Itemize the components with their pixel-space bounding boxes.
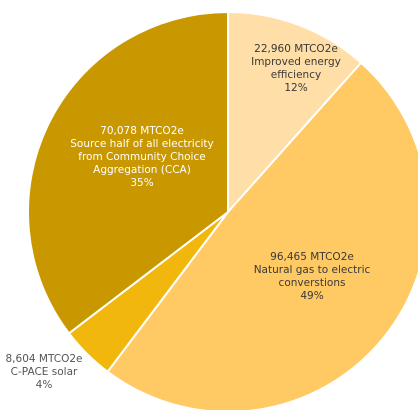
slice-label-1-line-3: efficiency xyxy=(271,69,321,81)
slice-label-3-line-1: 8,604 MTCO2e xyxy=(6,353,83,365)
slice-label-3-line-3: 4% xyxy=(36,379,53,391)
pie-slice-4 xyxy=(27,11,229,335)
slice-label-4-line-3: from Community Choice xyxy=(78,151,205,163)
slice-label-1-line-2: Improved energy xyxy=(251,56,341,68)
slice-label-4-line-1: 70,078 MTCO2e xyxy=(100,125,184,137)
slice-label-2-line-1: 96,465 MTCO2e xyxy=(270,251,354,263)
pie-slice-1 xyxy=(227,11,363,213)
pie-slices xyxy=(27,11,418,410)
slice-label-1-line-1: 22,960 MTCO2e xyxy=(254,43,338,55)
slice-label-4-line-5: 35% xyxy=(130,177,153,189)
slice-label-4-line-4: Aggregation (CCA) xyxy=(93,164,191,176)
slice-label-2-line-2: Natural gas to electric xyxy=(254,264,371,276)
slice-label-4-line-2: Source half of all electricity xyxy=(70,138,214,150)
slice-label-3-line-2: C-PACE solar xyxy=(11,366,78,378)
slice-label-2-line-3: converstions xyxy=(279,277,346,289)
pie-slice-2 xyxy=(106,61,418,410)
slice-label-2-line-4: 49% xyxy=(300,290,323,302)
slice-label-1-line-4: 12% xyxy=(284,82,307,94)
